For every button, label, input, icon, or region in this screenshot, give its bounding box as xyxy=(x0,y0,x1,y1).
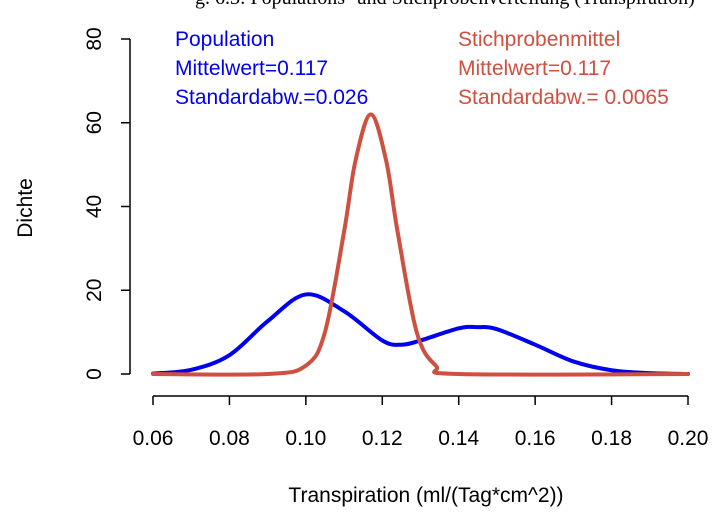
x-tick-label: 0.08 xyxy=(209,427,250,450)
y-tick-label: 80 xyxy=(83,27,106,50)
y-tick-label: 0 xyxy=(83,368,106,380)
population-mean: Mittelwert=0.117 xyxy=(175,57,328,80)
y-tick-label: 60 xyxy=(83,111,106,134)
axes: 0.06 0.08 0.10 0.12 0.14 0.16 0.18 0.20 0 20 40 60… xyxy=(83,27,708,450)
y-tick-label: 40 xyxy=(83,195,106,218)
figure-caption-fragment: g. 6.3: Populations- und Stichprobenvert… xyxy=(195,0,695,9)
sample-mean-title: Stichprobenmittel xyxy=(458,28,620,51)
x-axis-title: Transpiration (ml/(Tag*cm^2)) xyxy=(288,484,563,507)
population-annotation: Population Mittelwert=0.117 Standardabw.… xyxy=(175,28,368,109)
x-tick-label: 0.20 xyxy=(668,427,709,450)
sample-mean-sd: Standardabw.= 0.0065 xyxy=(458,86,669,109)
x-tick-label: 0.06 xyxy=(133,427,174,450)
x-tick-label: 0.16 xyxy=(515,427,556,450)
population-density-line xyxy=(151,292,690,376)
x-ticks: 0.06 0.08 0.10 0.12 0.14 0.16 0.18 0.20 xyxy=(133,396,709,450)
x-tick-label: 0.12 xyxy=(362,427,403,450)
x-tick-label: 0.14 xyxy=(438,427,479,450)
sample-mean-annotation: Stichprobenmittel Mittelwert=0.117 Stand… xyxy=(458,28,669,109)
x-tick-label: 0.18 xyxy=(591,427,632,450)
population-title: Population xyxy=(175,28,274,51)
series-layer xyxy=(151,112,690,377)
sample-mean-density-line xyxy=(151,112,690,377)
sample-mean-mean: Mittelwert=0.117 xyxy=(458,57,611,80)
y-ticks: 0 20 40 60 80 xyxy=(83,27,130,380)
population-sd: Standardabw.=0.026 xyxy=(175,86,368,109)
y-tick-label: 20 xyxy=(83,279,106,302)
x-tick-label: 0.10 xyxy=(285,427,326,450)
y-axis-title: Dichte xyxy=(14,178,37,238)
